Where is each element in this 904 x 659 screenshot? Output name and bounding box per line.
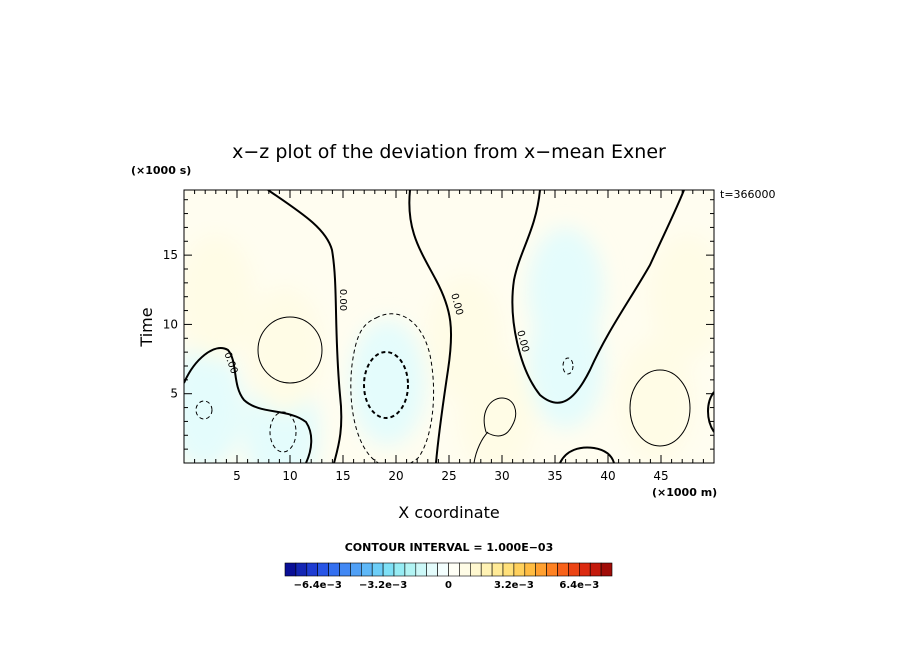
colorbar-swatch (306, 562, 318, 577)
colorbar-swatch (393, 562, 406, 577)
anomaly-fill (527, 227, 604, 353)
zero-contour-mid (408, 190, 453, 463)
anomaly-fill (349, 320, 426, 445)
colorbar-swatch (371, 562, 384, 577)
anomaly-fill (649, 234, 714, 360)
x-tick-label: 25 (441, 469, 456, 483)
x-tick-label: 40 (600, 469, 615, 483)
anomaly-fill (184, 234, 254, 360)
positive-contour-center (483, 397, 517, 437)
colorbar-tick-label: 3.2e−3 (494, 580, 534, 591)
colorbar-swatch (513, 562, 526, 577)
x-tick-label: 15 (335, 469, 350, 483)
colorbar-swatch (284, 562, 297, 577)
negative-contour-left-edge (195, 400, 213, 420)
negative-contours (195, 313, 574, 463)
colorbar-swatch (448, 562, 460, 577)
negative-contour-center-outer (350, 313, 435, 463)
colorbar-swatch (557, 562, 569, 577)
y-unit-label: (×1000 s) (131, 164, 191, 177)
zero-contours (184, 190, 714, 463)
zero-contour-left (267, 190, 343, 463)
colorbar-swatch (459, 562, 471, 577)
positive-contour-right (629, 369, 691, 447)
colorbar-swatch (578, 562, 591, 577)
colorbar-tick-label: −3.2e−3 (359, 580, 407, 591)
colorbar-swatch (426, 562, 438, 577)
zero-contour-lower-left (184, 347, 313, 463)
positive-contour-left (257, 316, 323, 384)
x-unit-label: (×1000 m) (652, 486, 717, 499)
colorbar-tick-label: 0 (445, 580, 452, 591)
x-axis-title: X coordinate (398, 503, 499, 522)
colorbar-swatch (480, 562, 493, 577)
x-tick-label: 20 (388, 469, 403, 483)
zero-contour-bottom-right (559, 446, 615, 463)
colorbar-swatch (317, 562, 329, 577)
positive-contours (257, 316, 691, 463)
colorbar-swatch (600, 562, 613, 577)
x-tick-label: 30 (494, 469, 509, 483)
time-label: t=366000 (720, 188, 776, 201)
zero-contour-right-edge (707, 391, 714, 433)
chart-title: x−z plot of the deviation from x−mean Ex… (232, 141, 666, 163)
x-tick-label: 5 (233, 469, 241, 483)
y-tick-label: 15 (163, 248, 178, 262)
colorbar-swatch (589, 562, 602, 577)
colorbar: −6.4e−3 −3.2e−3 0 3.2e−3 6.4e−3 (284, 562, 613, 591)
colorbar-swatch (350, 562, 362, 577)
colorbar-swatch (568, 562, 580, 577)
colorbar-swatch (328, 562, 340, 577)
colorbar-swatch (404, 562, 417, 577)
colorbar-tick-label: −6.4e−3 (294, 580, 342, 591)
colorbar-tick-label: 6.4e−3 (559, 580, 599, 591)
colorbar-swatch (339, 562, 351, 577)
colorbar-swatch (546, 562, 558, 577)
colorbar-swatch (502, 562, 515, 577)
colorbar-swatch (437, 562, 449, 577)
y-axis-title: Time (137, 307, 156, 347)
x-tick-label: 35 (547, 469, 562, 483)
colorbar-swatch (535, 562, 547, 577)
anomaly-fill (184, 345, 244, 463)
colorbar-swatch (469, 562, 482, 577)
colorbar-swatch (415, 562, 427, 577)
negative-contour-center-inner (363, 351, 409, 419)
contour-label: 0.00 (337, 289, 348, 311)
colorbar-swatch (524, 562, 536, 577)
plot-area: 0.00 0.00 0.00 0.00 (184, 190, 714, 463)
zero-contour-right (511, 190, 685, 404)
anomaly-fill (427, 275, 503, 401)
colorbar-swatch (382, 562, 395, 577)
contour-interval-label: CONTOUR INTERVAL = 1.000E−03 (345, 541, 554, 554)
x-tick-label: 10 (282, 469, 297, 483)
colorbar-swatch (360, 562, 373, 577)
positive-contour-bottom (473, 431, 489, 463)
negative-contour-lower-left (269, 411, 297, 453)
axes: 5 10 15 20 25 30 35 40 45 5 10 15 (163, 190, 714, 483)
y-tick-label: 10 (163, 317, 178, 331)
negative-contour-right (562, 357, 574, 375)
x-tick-label: 45 (653, 469, 668, 483)
colorbar-swatch (295, 562, 308, 577)
colorbar-swatch (491, 562, 504, 577)
y-tick-label: 5 (170, 387, 178, 401)
